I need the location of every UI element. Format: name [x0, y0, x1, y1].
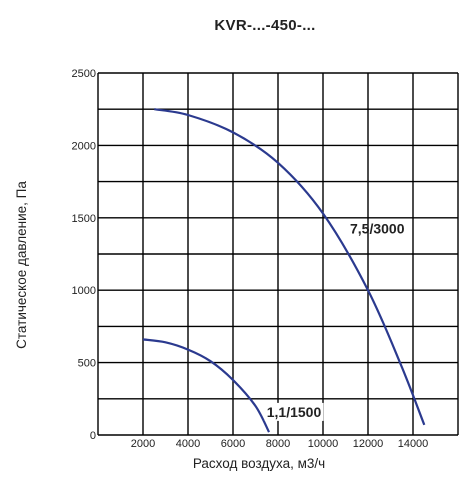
- series-label-background: [264, 402, 324, 421]
- y-tick-label: 500: [78, 358, 96, 370]
- y-tick-label: 2000: [72, 140, 96, 152]
- x-tick-label: 14000: [398, 438, 429, 450]
- grid: [97, 72, 459, 436]
- x-tick-labels: 2000 4000 6000 8000 10000 12000 14000: [131, 438, 429, 450]
- y-tick-label: 1000: [72, 285, 96, 297]
- x-tick-label: 2000: [131, 438, 155, 450]
- y-tick-label: 0: [90, 430, 96, 442]
- x-axis-label: Расход воздуха, м3/ч: [193, 456, 325, 471]
- series-label-1: 7,5/3000: [350, 221, 405, 237]
- series-label-2: 1,1/1500: [267, 404, 322, 420]
- series-line-1: [154, 108, 426, 426]
- y-tick-label: 1500: [72, 213, 96, 225]
- x-tick-label: 8000: [266, 438, 290, 450]
- x-tick-label: 12000: [353, 438, 384, 450]
- series-layer: [142, 108, 426, 433]
- series-line-2: [142, 338, 270, 433]
- x-tick-label: 10000: [308, 438, 339, 450]
- series-labels: 7,5/3000 1,1/1500: [264, 221, 405, 421]
- y-axis-label: Статическое давление, Па: [14, 181, 29, 349]
- y-tick-label: 2500: [72, 68, 96, 80]
- y-tick-labels: 0 500 1000 1500 2000 2500: [72, 68, 96, 442]
- x-tick-label: 4000: [176, 438, 200, 450]
- chart-title: KVR-...-450-...: [214, 17, 315, 34]
- x-tick-label: 6000: [221, 438, 245, 450]
